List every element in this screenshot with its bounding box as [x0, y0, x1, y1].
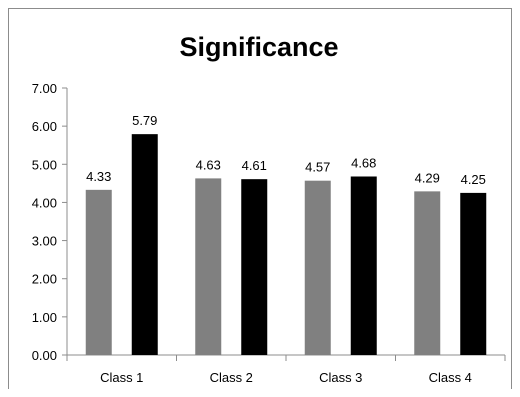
data-label: 4.29	[415, 170, 440, 185]
bar-series-1-class-3	[304, 180, 331, 355]
data-label: 4.61	[242, 158, 267, 173]
y-tick-label: 1.00	[32, 310, 57, 325]
chart-border	[8, 8, 512, 389]
data-label: 4.57	[305, 160, 330, 175]
bar-series-1-class-4	[414, 191, 441, 355]
x-tick-label: Class 3	[319, 370, 362, 385]
x-tick-label: Class 1	[100, 370, 143, 385]
data-label: 5.79	[132, 113, 157, 128]
bar-series-1-class-2	[195, 178, 222, 355]
data-label: 4.25	[461, 172, 486, 187]
bar-series-2-class-1	[131, 134, 158, 355]
data-label: 4.68	[351, 155, 376, 170]
bar-series-2-class-2	[241, 179, 268, 355]
y-tick-label: 0.00	[32, 348, 57, 363]
chart-title: Significance	[179, 32, 338, 62]
data-label: 4.63	[196, 157, 221, 172]
chart-bars	[85, 134, 487, 355]
bar-series-1-class-1	[85, 189, 112, 355]
y-tick-label: 2.00	[32, 272, 57, 287]
y-tick-label: 5.00	[32, 157, 57, 172]
y-tick-label: 6.00	[32, 119, 57, 134]
data-label: 4.33	[86, 169, 111, 184]
y-tick-label: 4.00	[32, 195, 57, 210]
y-tick-label: 7.00	[32, 81, 57, 96]
y-tick-label: 3.00	[32, 234, 57, 249]
chart-axes: 0.00 1.00 2.00 3.00 4.00 5.00 6.00 7.00 Class 1 C…	[32, 81, 506, 385]
x-tick-label: Class 2	[210, 370, 253, 385]
x-tick-label: Class 4	[429, 370, 472, 385]
bar-series-2-class-4	[460, 192, 487, 355]
chart-data-labels: 4.33 4.63 4.57 4.29 5.79 4.61 4.68 4.25	[86, 113, 486, 187]
bar-series-2-class-3	[350, 176, 377, 355]
